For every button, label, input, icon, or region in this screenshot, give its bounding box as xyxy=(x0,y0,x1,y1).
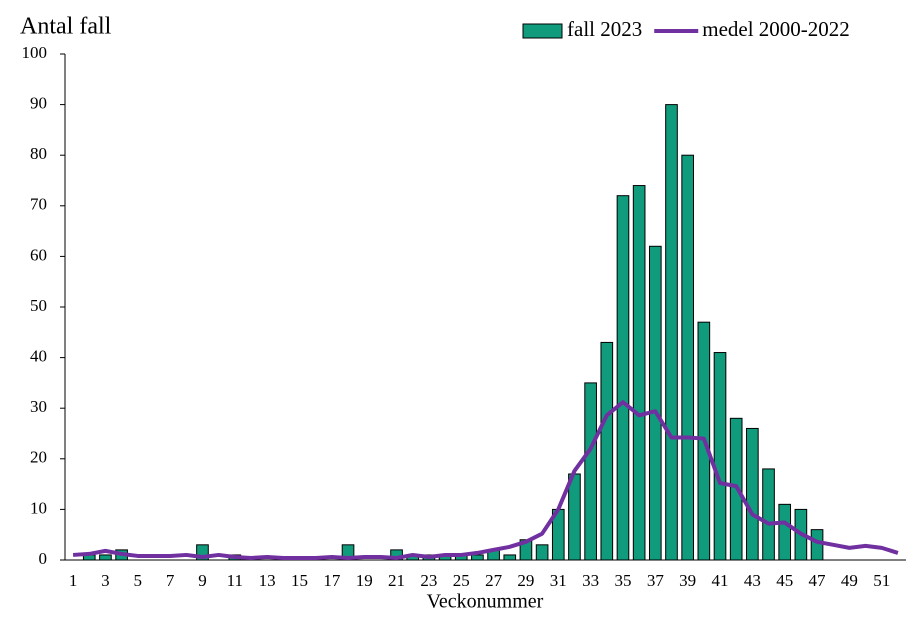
bar xyxy=(568,473,581,561)
x-tick-label: 33 xyxy=(582,571,599,590)
y-tick-label: 40 xyxy=(30,347,47,366)
y-axis-title: Antal fall xyxy=(20,14,112,40)
legend-swatch xyxy=(522,23,563,39)
y-tick-label: 20 xyxy=(30,448,47,467)
x-tick-label: 49 xyxy=(841,571,858,590)
x-tick-label: 15 xyxy=(291,571,308,590)
y-tick-label: 60 xyxy=(30,245,47,264)
y-tick-label: 30 xyxy=(30,397,47,416)
bar xyxy=(778,503,792,561)
x-tick-label: 29 xyxy=(517,571,534,590)
x-tick-label: 17 xyxy=(323,571,341,590)
x-tick-label: 11 xyxy=(227,571,243,590)
bar xyxy=(648,245,662,561)
y-tick-label: 90 xyxy=(30,94,47,113)
bar xyxy=(616,195,630,561)
bar xyxy=(681,154,694,561)
x-tick-label: 7 xyxy=(166,571,175,590)
bar xyxy=(584,382,597,561)
x-tick-label: 23 xyxy=(420,571,437,590)
x-tick-label: 21 xyxy=(388,571,405,590)
x-tick-label: 45 xyxy=(776,571,793,590)
bar xyxy=(746,427,759,561)
bar xyxy=(762,468,775,561)
y-tick-label: 50 xyxy=(30,296,47,315)
x-axis-title: Veckonummer xyxy=(427,591,544,613)
bar xyxy=(341,544,355,561)
x-tick-label: 13 xyxy=(259,571,276,590)
bar xyxy=(600,341,614,561)
bar xyxy=(535,544,549,561)
x-tick-label: 5 xyxy=(134,571,143,590)
x-tick-label: 3 xyxy=(101,571,110,590)
bar xyxy=(665,104,678,561)
bar xyxy=(471,554,484,561)
bar xyxy=(810,529,824,561)
x-tick-label: 35 xyxy=(614,571,631,590)
bar xyxy=(196,544,209,561)
bar xyxy=(632,185,646,561)
x-tick-label: 43 xyxy=(744,571,761,590)
bar xyxy=(503,554,517,561)
x-tick-label: 39 xyxy=(679,571,696,590)
y-tick-label: 0 xyxy=(39,549,48,568)
x-tick-label: 37 xyxy=(647,571,665,590)
y-tick-label: 10 xyxy=(30,498,47,517)
y-tick-label: 100 xyxy=(22,43,48,62)
x-tick-label: 19 xyxy=(356,571,373,590)
y-tick-label: 80 xyxy=(30,144,47,163)
x-tick-label: 41 xyxy=(712,571,729,590)
legend-label: fall 2023 xyxy=(567,17,642,41)
x-tick-label: 27 xyxy=(485,571,503,590)
x-tick-label: 25 xyxy=(453,571,470,590)
x-tick-label: 1 xyxy=(69,571,78,590)
bar xyxy=(713,352,727,561)
x-tick-label: 51 xyxy=(873,571,890,590)
bar xyxy=(99,554,112,561)
line xyxy=(72,400,899,560)
y-tick-label: 70 xyxy=(30,195,47,214)
x-tick-label: 31 xyxy=(550,571,567,590)
x-tick-label: 9 xyxy=(198,571,207,590)
x-tick-label: 47 xyxy=(809,571,827,590)
legend-label: medel 2000-2022 xyxy=(702,17,850,41)
